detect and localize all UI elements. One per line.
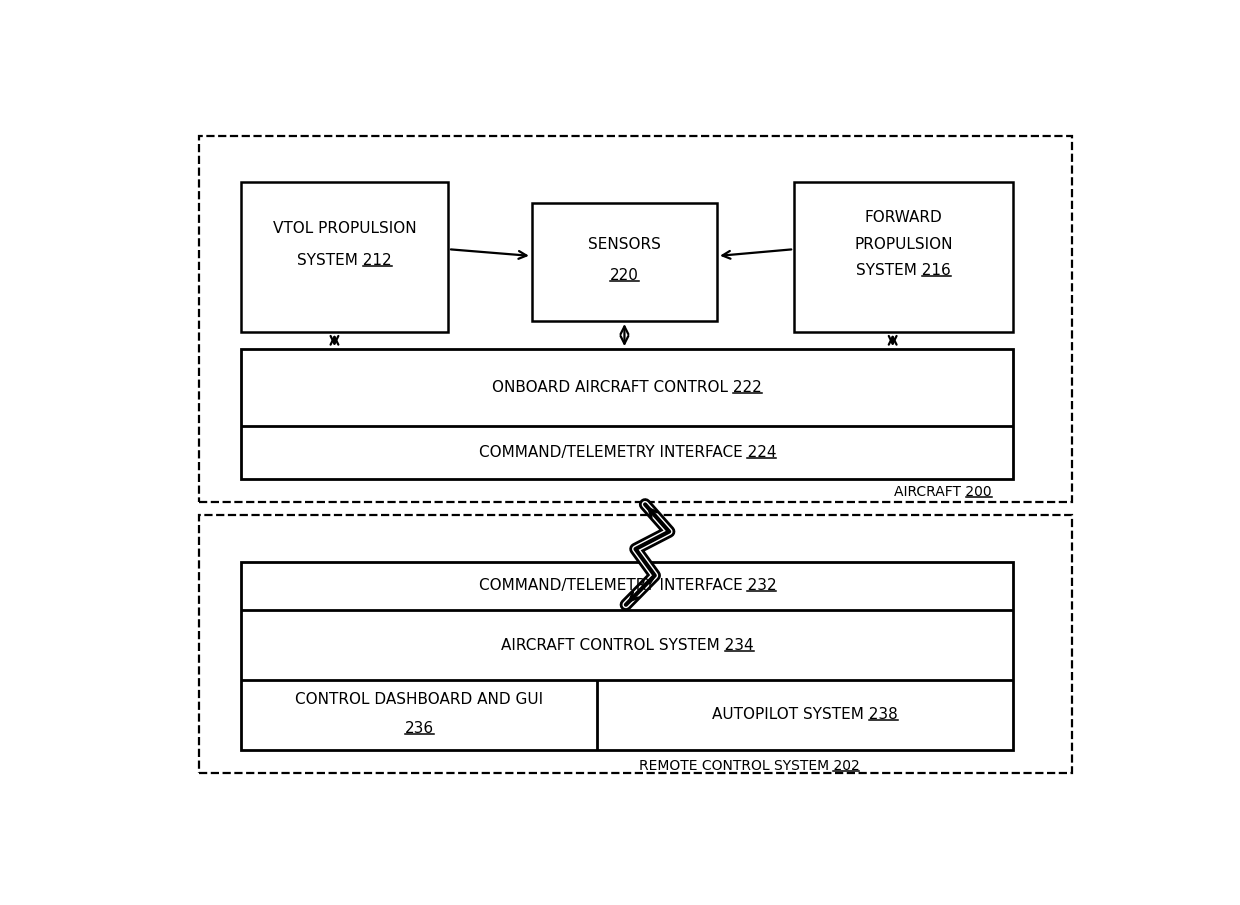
Text: COMMAND/TELEMETRY INTERFACE 232: COMMAND/TELEMETRY INTERFACE 232 bbox=[479, 578, 776, 594]
Text: AUTOPILOT SYSTEM 238: AUTOPILOT SYSTEM 238 bbox=[712, 708, 898, 722]
Text: FORWARD: FORWARD bbox=[864, 210, 942, 225]
Bar bbox=[200, 515, 1071, 773]
Bar bbox=[242, 349, 1013, 480]
Text: SYSTEM 216: SYSTEM 216 bbox=[857, 263, 951, 278]
Bar bbox=[794, 182, 1013, 331]
Text: AIRCRAFT 200: AIRCRAFT 200 bbox=[894, 485, 992, 499]
Text: REMOTE CONTROL SYSTEM 202: REMOTE CONTROL SYSTEM 202 bbox=[639, 758, 859, 773]
Text: 236: 236 bbox=[404, 721, 434, 737]
Bar bbox=[532, 203, 717, 321]
Text: AIRCRAFT CONTROL SYSTEM 234: AIRCRAFT CONTROL SYSTEM 234 bbox=[501, 638, 754, 653]
Text: 220: 220 bbox=[610, 269, 639, 283]
Text: PROPULSION: PROPULSION bbox=[854, 236, 952, 252]
Text: CONTROL DASHBOARD AND GUI: CONTROL DASHBOARD AND GUI bbox=[295, 692, 543, 707]
Text: COMMAND/TELEMETRY INTERFACE 224: COMMAND/TELEMETRY INTERFACE 224 bbox=[479, 445, 776, 460]
Bar bbox=[242, 561, 1013, 749]
Text: SENSORS: SENSORS bbox=[588, 237, 661, 252]
Text: VTOL PROPULSION: VTOL PROPULSION bbox=[273, 222, 417, 236]
Bar bbox=[200, 137, 1071, 502]
Text: SYSTEM 212: SYSTEM 212 bbox=[298, 252, 392, 268]
Text: ONBOARD AIRCRAFT CONTROL 222: ONBOARD AIRCRAFT CONTROL 222 bbox=[492, 380, 763, 395]
Bar bbox=[242, 182, 448, 331]
